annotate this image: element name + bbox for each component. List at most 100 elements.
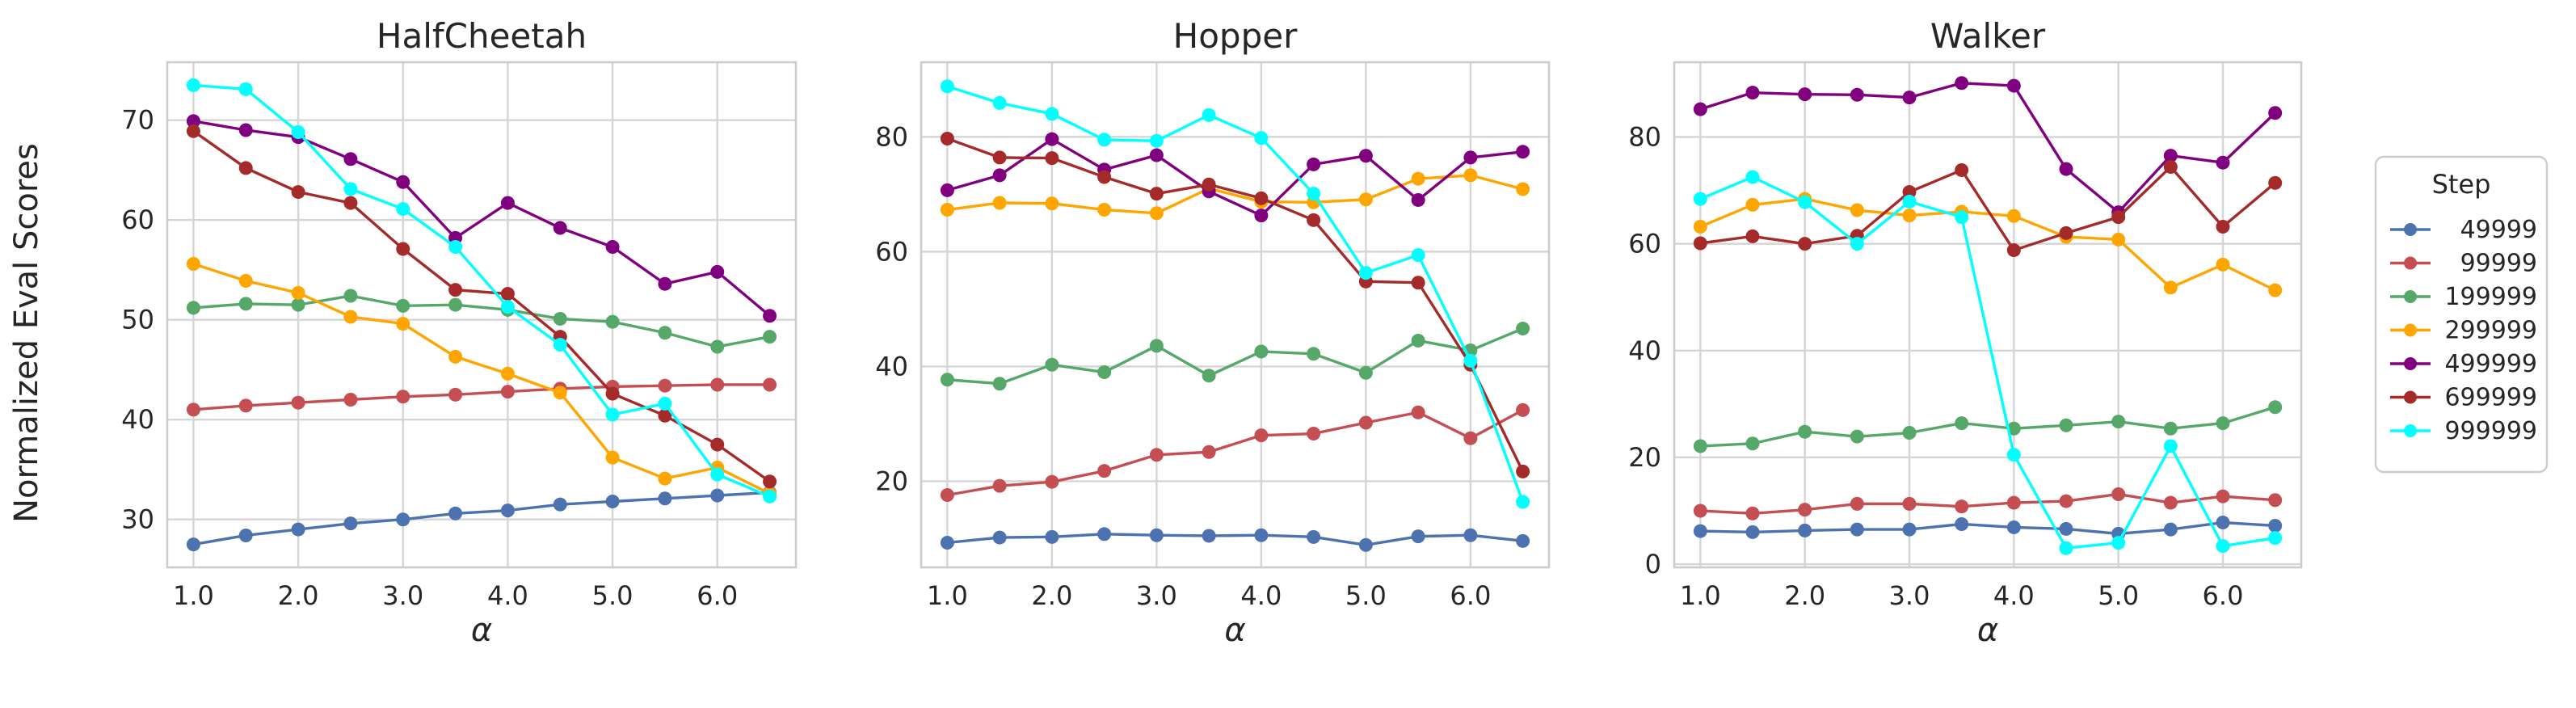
x-tick-label: 3.0 [1136,580,1177,611]
data-point [992,196,1007,210]
data-point [448,387,463,402]
data-point [1097,464,1112,478]
data-point [2216,489,2230,504]
data-point [1955,76,1969,91]
series-line [946,137,1525,473]
data-point [658,408,672,423]
data-point [1693,524,1707,538]
data-point [992,377,1007,391]
data-point [1798,237,1812,251]
data-point [1202,107,1216,122]
data-point [1045,151,1059,166]
data-point [291,185,305,200]
data-point [1693,504,1707,518]
data-point [710,467,725,482]
data-point [1411,333,1425,348]
data-point [1745,86,1760,100]
data-point [940,79,954,94]
data-point [1411,248,1425,263]
data-point [992,95,1007,110]
y-tick-label: 0 [1645,549,1661,579]
data-point [992,168,1007,183]
data-point [1955,516,1969,531]
x-axis-label: α [1224,612,1245,649]
legend-entry-999999: 999999 [2390,417,2537,445]
data-point [992,150,1007,165]
series-line [1700,406,2276,448]
data-point [291,285,305,300]
data-point [396,317,410,331]
data-point [2059,521,2073,536]
series-49999 [186,485,777,552]
data-point [1307,187,1321,201]
data-point [553,338,567,352]
data-point [940,183,954,197]
data-point [2059,418,2073,432]
panels: 1.0 2.0 3.0 4.0 5.0 6.0 30 40 50 60 70 HalfCheetah α… [121,16,2303,649]
x-axis-label: α [1977,612,1998,649]
series-199999 [940,322,1530,391]
legend-marker [2404,390,2417,404]
data-point [1693,439,1707,453]
data-point [186,257,200,272]
series-line [1699,82,2276,214]
data-point [2216,416,2230,431]
data-point [291,522,305,537]
data-point [1745,525,1760,539]
data-point [605,386,620,401]
data-point [1516,322,1530,336]
legend-label: 699999 [2444,384,2537,412]
data-point [186,124,200,138]
x-tick-label: 2.0 [1784,580,1825,611]
data-point [1798,424,1812,439]
data-point [238,274,253,289]
legend-entry-499999: 499999 [2390,350,2537,378]
data-point [710,339,725,354]
data-point [2268,175,2283,190]
data-point [2163,495,2178,510]
data-point [1202,369,1216,383]
y-tick-label: 80 [1628,121,1661,152]
legend-marker [2404,424,2417,437]
data-point [940,203,954,217]
panel-title: Hopper [1173,16,1298,56]
data-point [343,310,358,324]
x-tick-label: 6.0 [697,580,738,611]
data-point [605,407,620,422]
data-point [2268,493,2283,508]
data-point [1745,506,1760,520]
data-point [1045,196,1059,211]
data-point [1516,495,1530,509]
data-point [1307,529,1321,544]
legend-entry-699999: 699999 [2390,384,2537,412]
series-699999 [940,131,1530,478]
data-point [2006,520,2021,534]
y-tick-label: 70 [121,105,154,136]
data-point [763,474,777,489]
data-point [2216,516,2230,530]
data-point [1097,527,1112,542]
data-point [1254,209,1269,223]
data-point [1955,210,1969,225]
panel-title: Walker [1930,16,2046,56]
data-point [1045,132,1059,146]
data-point [1358,266,1373,280]
series-499999 [186,114,777,323]
series-299999 [940,168,1530,221]
x-tick-label: 5.0 [592,580,633,611]
data-point [1254,131,1269,145]
data-point [1202,177,1216,192]
data-point [1097,170,1112,184]
data-point [238,82,253,96]
legend-entry-99999: 99999 [2390,250,2537,278]
data-point [238,398,253,413]
series-499999 [1693,76,2283,220]
data-point [1902,522,1917,537]
data-point [1850,496,1864,511]
data-point [940,535,954,550]
data-point [448,240,463,255]
data-point [1798,523,1812,537]
gridlines [921,62,1549,567]
legend-marker [2404,223,2417,236]
